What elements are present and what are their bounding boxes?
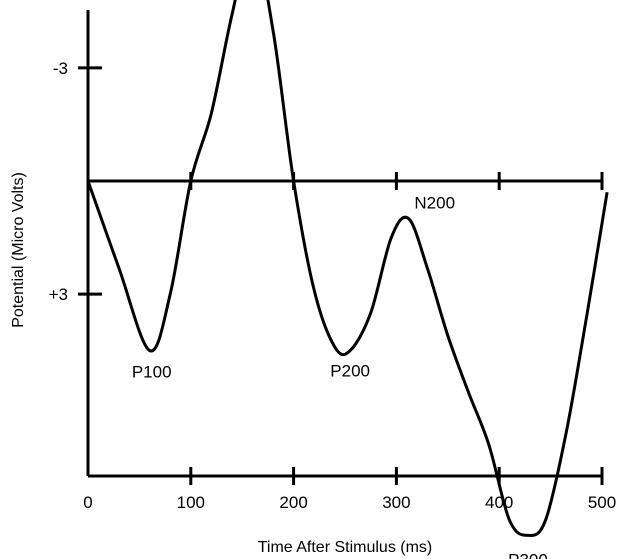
erp-waveform-line: [86, 0, 609, 537]
x-axis-label: Time After Stimulus (ms): [258, 539, 433, 556]
peak-label-p300: P300: [508, 550, 548, 559]
y-axis-label: Potential (Micro Volts): [10, 172, 27, 328]
y-tick-label-+3: +3: [49, 285, 68, 304]
tick-marks: [78, 66, 604, 485]
x-tick-label-0: 0: [83, 493, 92, 512]
peak-annotations: N100P100P200N200P300: [132, 194, 548, 559]
y-tick-label--3: -3: [53, 59, 68, 78]
x-tick-label-400: 400: [485, 493, 513, 512]
x-tick-label-300: 300: [382, 493, 410, 512]
tick-labels: 0 100 200 300 400 500 -3 +3: [49, 59, 617, 512]
x-tick-label-500: 500: [588, 493, 616, 512]
peak-label-n200: N200: [414, 194, 455, 213]
x-tick-label-100: 100: [177, 493, 205, 512]
peak-label-p200: P200: [330, 362, 370, 381]
x-tick-label-200: 200: [279, 493, 307, 512]
peak-label-p100: P100: [132, 363, 172, 382]
